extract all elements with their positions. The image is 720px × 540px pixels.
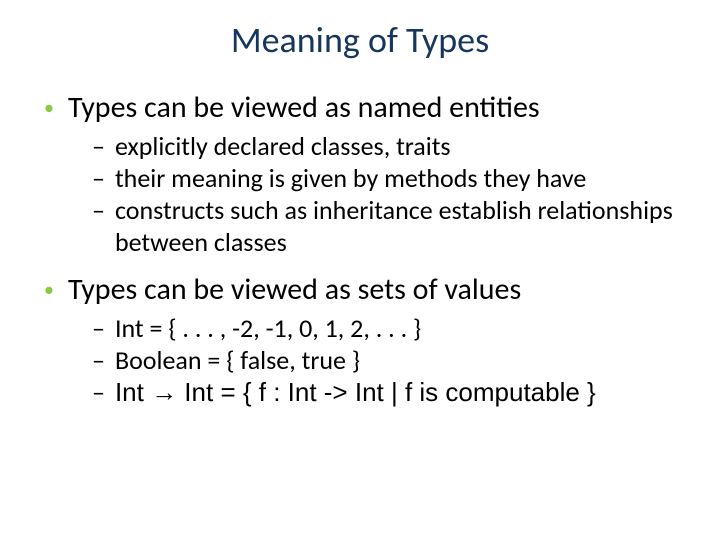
bullet-icon: • (44, 272, 54, 308)
sub-text: constructs such as inheritance establish… (115, 194, 680, 258)
list-item: • Types can be viewed as named entities … (40, 90, 680, 258)
slide-title: Meaning of Types (40, 18, 680, 62)
bullet-list: • Types can be viewed as named entities … (40, 90, 680, 408)
slide: Meaning of Types • Types can be viewed a… (0, 0, 720, 540)
sub-text: Int = { . . . , -2, -1, 0, 1, 2, . . . } (115, 312, 421, 344)
dash-icon: – (92, 194, 105, 226)
dash-icon: – (92, 312, 105, 344)
sub-text: Int → Int = { f : Int -> Int | f is comp… (115, 376, 596, 408)
sub-item: –Int = { . . . , -2, -1, 0, 1, 2, . . . … (92, 312, 680, 344)
dash-icon: – (92, 130, 105, 162)
dash-icon: – (92, 376, 105, 408)
list-item: • Types can be viewed as sets of values … (40, 272, 680, 408)
bullet-icon: • (44, 90, 54, 126)
sub-item: –Boolean = { false, true } (92, 344, 680, 376)
bullet-text: Types can be viewed as sets of values (68, 272, 521, 308)
sub-text: their meaning is given by methods they h… (115, 162, 586, 194)
dash-icon: – (92, 344, 105, 376)
sub-list: –explicitly declared classes, traits –th… (92, 130, 680, 258)
sub-item: –constructs such as inheritance establis… (92, 194, 680, 258)
sub-list: –Int = { . . . , -2, -1, 0, 1, 2, . . . … (92, 312, 680, 408)
sub-item: –explicitly declared classes, traits (92, 130, 680, 162)
sub-item: –their meaning is given by methods they … (92, 162, 680, 194)
dash-icon: – (92, 162, 105, 194)
sub-text: Boolean = { false, true } (115, 344, 360, 376)
sub-item: –Int → Int = { f : Int -> Int | f is com… (92, 376, 680, 408)
bullet-text: Types can be viewed as named entities (68, 90, 540, 126)
sub-text: explicitly declared classes, traits (115, 130, 451, 162)
